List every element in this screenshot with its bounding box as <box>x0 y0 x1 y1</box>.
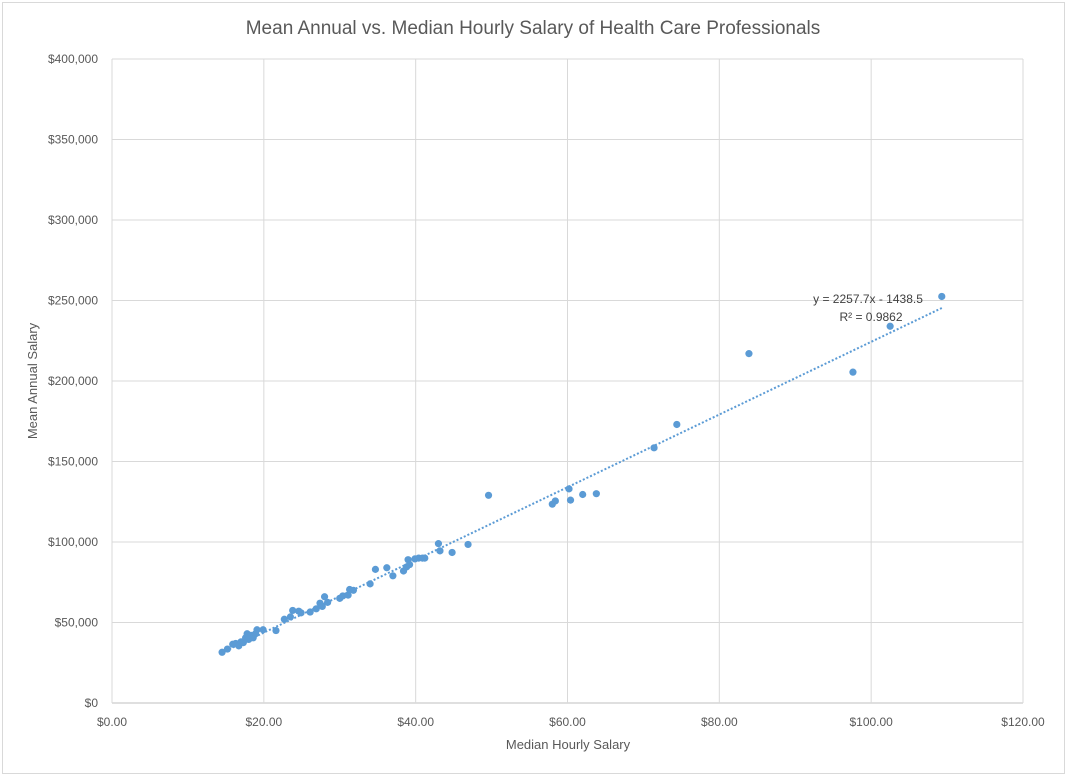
data-point <box>484 491 493 499</box>
y-tick-label: $200,000 <box>48 374 98 388</box>
y-tick-label: $400,000 <box>48 52 98 66</box>
data-point <box>366 580 374 588</box>
y-tick-label: $250,000 <box>48 294 98 308</box>
data-point <box>566 496 575 504</box>
data-point <box>565 485 573 493</box>
data-point <box>434 540 443 548</box>
data-point <box>253 626 261 634</box>
data-point <box>318 602 326 611</box>
data-point <box>938 292 946 301</box>
data-point <box>344 591 352 599</box>
data-point <box>886 322 894 330</box>
y-tick-label: $0 <box>85 696 99 710</box>
x-tick-label: $60.00 <box>549 715 586 729</box>
gridlines <box>111 58 1024 704</box>
data-point <box>650 444 658 452</box>
x-tick-label: $40.00 <box>397 715 434 729</box>
y-tick-label: $100,000 <box>48 535 98 549</box>
data-point <box>223 645 231 653</box>
data-point <box>289 606 297 615</box>
data-point <box>280 615 288 623</box>
data-point <box>371 565 380 573</box>
data-point <box>592 490 600 498</box>
chart-title: Mean Annual vs. Median Hourly Salary of … <box>246 18 821 39</box>
trendline-r-squared: R² = 0.9862 <box>839 310 902 324</box>
data-point <box>312 605 320 613</box>
data-point <box>339 592 347 600</box>
data-point <box>421 554 429 562</box>
x-tick-label: $120.00 <box>1001 715 1045 729</box>
trendline-equation: y = 2257.7x - 1438.5 <box>813 292 923 306</box>
data-point <box>551 497 559 505</box>
data-point <box>673 420 681 429</box>
data-point <box>297 609 305 617</box>
y-tick-label: $50,000 <box>55 616 99 630</box>
x-tick-label: $20.00 <box>245 715 282 729</box>
data-point <box>218 648 226 656</box>
data-point <box>448 548 456 557</box>
data-point <box>849 368 857 376</box>
data-point <box>436 547 444 555</box>
data-point <box>286 613 295 621</box>
y-axis-ticks: $0 $50,000 $100,000 $150,000 $200,000 $250,00… <box>48 52 98 710</box>
data-point <box>383 564 391 572</box>
x-axis-ticks: $0.00 $20.00 $40.00 $60.00 $80.00 $100.00 $120… <box>97 715 1045 729</box>
data-point <box>272 626 280 635</box>
data-point <box>389 572 397 580</box>
data-point <box>259 626 267 634</box>
data-point <box>405 560 414 569</box>
x-tick-label: $0.00 <box>97 715 127 729</box>
x-tick-label: $80.00 <box>701 715 738 729</box>
x-axis-title: Median Hourly Salary <box>506 737 631 752</box>
data-point <box>324 598 332 606</box>
data-point <box>349 586 358 594</box>
data-point <box>464 540 472 549</box>
data-point <box>745 350 753 358</box>
data-point <box>320 593 329 601</box>
data-points <box>218 292 946 656</box>
y-tick-label: $300,000 <box>48 213 98 227</box>
x-tick-label: $100.00 <box>849 715 893 729</box>
data-point <box>306 608 314 616</box>
data-point <box>579 490 587 499</box>
y-tick-label: $350,000 <box>48 133 98 147</box>
y-axis-title: Mean Annual Salary <box>25 322 40 439</box>
y-tick-label: $150,000 <box>48 455 98 469</box>
